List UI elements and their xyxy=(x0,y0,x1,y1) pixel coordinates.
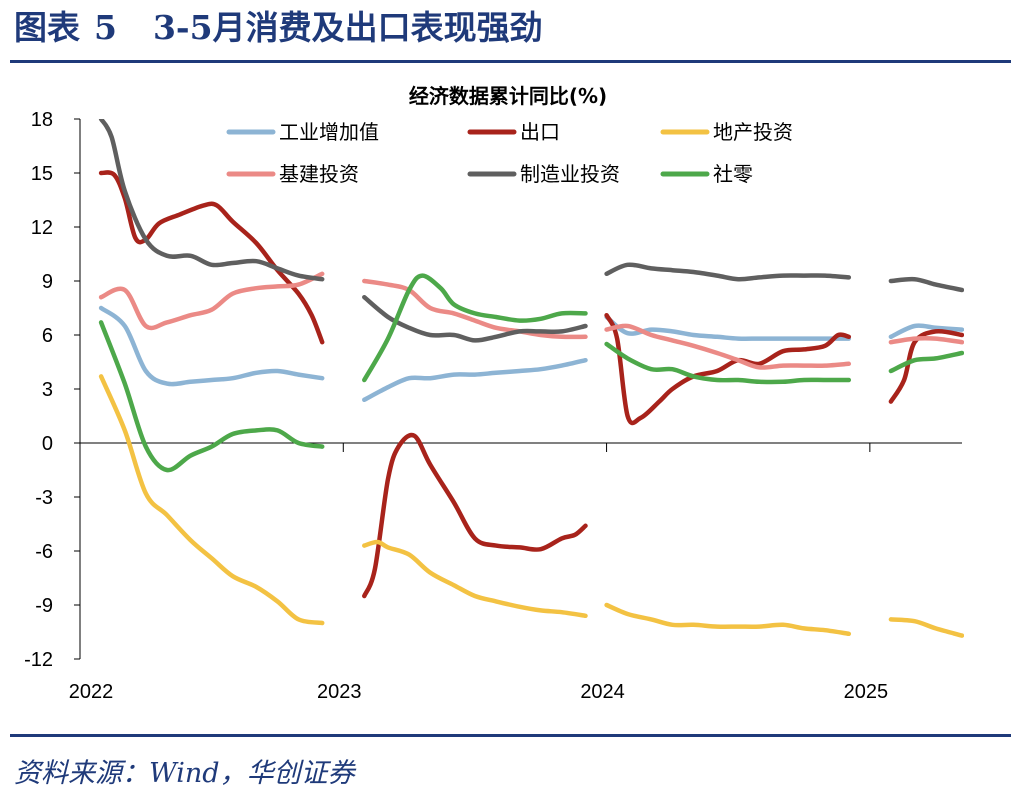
legend-label-retail-sales: 社零 xyxy=(713,162,753,186)
y-tick-label: -6 xyxy=(35,541,53,563)
legend-label-manufacturing-investment: 制造业投资 xyxy=(520,162,620,186)
figure-title: 3-5月消费及出口表现强劲 xyxy=(152,8,543,47)
figure-number: 5 xyxy=(94,8,117,47)
x-tick-label: 2023 xyxy=(317,681,362,703)
series-line-infrastructure-investment xyxy=(362,278,588,340)
series-line-infrastructure-investment xyxy=(98,271,325,331)
axes: 18 15 12 9 6 3 0 -3 -6 -9 -12 2022 2023 2024 2025 xyxy=(24,109,962,703)
y-tick-label: -9 xyxy=(35,595,53,617)
series-line-industrial-output xyxy=(362,357,588,403)
legend-label-infrastructure-investment: 基建投资 xyxy=(279,162,359,186)
bottom-rule xyxy=(10,734,1011,737)
figure-label: 图表 xyxy=(14,8,80,47)
series-line-manufacturing-investment xyxy=(888,276,964,293)
y-tick-label: 18 xyxy=(31,109,53,131)
series-line-exports xyxy=(604,312,852,426)
series-line-property-investment xyxy=(362,539,588,619)
chart-title: 经济数据累计同比(%) xyxy=(409,84,607,108)
series-line-exports xyxy=(98,170,325,345)
series-line-manufacturing-investment xyxy=(604,262,852,282)
series-line-retail-sales xyxy=(604,341,852,385)
series-line-industrial-output xyxy=(98,305,325,387)
series-line-manufacturing-investment xyxy=(362,294,588,343)
series-line-exports xyxy=(888,328,964,404)
source-note: 资料来源：Wind，华创证券 xyxy=(14,758,355,789)
x-tick-label: 2022 xyxy=(69,681,114,703)
series-line-industrial-output xyxy=(604,314,852,341)
series-line-retail-sales xyxy=(98,320,325,473)
x-tick-label: 2025 xyxy=(844,681,889,703)
series-line-property-investment xyxy=(888,617,964,638)
y-tick-label: 9 xyxy=(42,271,53,293)
series-line-retail-sales xyxy=(362,273,588,383)
y-tick-label: 12 xyxy=(31,217,53,239)
y-tick-label: 6 xyxy=(42,325,53,347)
line-chart: 经济数据累计同比(%) 18 15 12 9 6 3 0 -3 -6 -9 -12 2022 2023 2… xyxy=(24,84,964,703)
y-tick-label: -12 xyxy=(24,649,53,671)
legend-label-exports: 出口 xyxy=(520,120,560,144)
series-line-property-investment xyxy=(98,374,325,626)
series-line-property-investment xyxy=(604,602,852,637)
y-tick-label: -3 xyxy=(35,487,53,509)
series-line-industrial-output xyxy=(888,323,964,340)
series-line-manufacturing-investment xyxy=(98,119,325,282)
series-line-infrastructure-investment xyxy=(888,335,964,345)
series-lines xyxy=(98,119,964,638)
figure-title-bar: 图表 5 3-5月消费及出口表现强劲 xyxy=(14,4,543,52)
y-tick-label: 3 xyxy=(42,379,53,401)
series-line-retail-sales xyxy=(888,350,964,374)
legend-label-property-investment: 地产投资 xyxy=(713,120,793,144)
series-line-infrastructure-investment xyxy=(604,323,852,370)
y-tick-label: 0 xyxy=(42,433,53,455)
top-rule xyxy=(10,60,1011,63)
x-tick-label: 2024 xyxy=(580,681,625,703)
legend-label-industrial-output: 工业增加值 xyxy=(279,120,379,144)
y-tick-label: 15 xyxy=(31,163,53,185)
series-line-exports xyxy=(362,432,588,599)
